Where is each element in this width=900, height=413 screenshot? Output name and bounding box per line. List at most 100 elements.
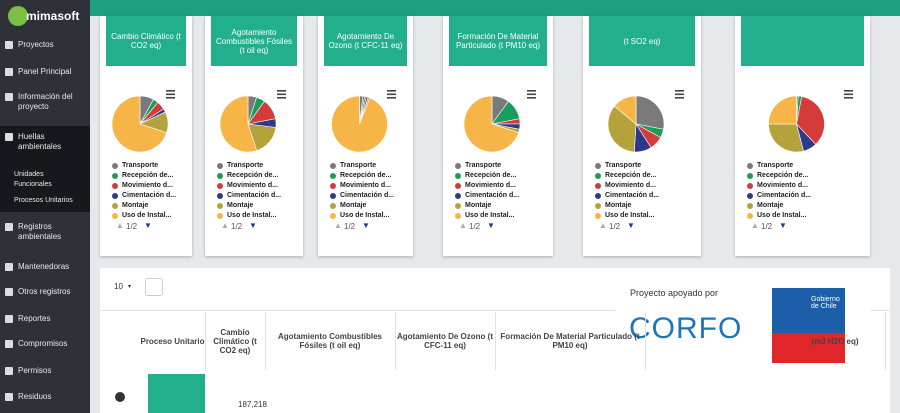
legend-swatch [112, 183, 118, 189]
pager-next[interactable]: ▼ [627, 221, 635, 230]
pager-next[interactable]: ▼ [249, 221, 257, 230]
menu-item[interactable]: Otros registros [18, 287, 71, 296]
legend-swatch [217, 213, 223, 219]
menu-icon [5, 393, 13, 401]
menu-icon [5, 223, 13, 231]
pager-next[interactable]: ▼ [144, 221, 152, 230]
legend-swatch [217, 203, 223, 209]
legend-swatch [217, 163, 223, 169]
column-header[interactable]: Agotamiento De Ozono (t CFC-11 eq) [395, 312, 496, 370]
legend-swatch [747, 173, 753, 179]
pager[interactable]: 1/2 [126, 222, 138, 231]
pager[interactable]: 1/2 [469, 222, 481, 231]
legend-item: Cimentación d... [455, 192, 519, 199]
menu-item[interactable]: Compromisos [18, 339, 68, 348]
menu-icon [675, 90, 684, 92]
pie-slice [635, 95, 665, 130]
menu-item[interactable]: Huellas ambientales [18, 132, 62, 151]
legend-swatch [455, 173, 461, 179]
column-header[interactable]: Cambio Climático (t CO2 eq) [205, 312, 266, 370]
menu-item[interactable]: Proyectos [18, 40, 54, 49]
menu-icon [5, 263, 13, 271]
menu-item[interactable]: Información del proyecto [18, 92, 73, 111]
page-size[interactable]: 10 [114, 282, 123, 291]
menu-icon [5, 41, 13, 49]
column-header[interactable]: (m3 H2O eq) [785, 312, 886, 370]
pager[interactable]: 1/2 [609, 222, 621, 231]
pager[interactable]: 1/2 [231, 222, 243, 231]
menu-icon [5, 315, 13, 323]
legend-swatch [112, 193, 118, 199]
pie-slice [607, 105, 637, 153]
menu-item[interactable]: Mantenedoras [18, 262, 70, 271]
pager-prev[interactable]: ▲ [221, 221, 229, 230]
card-title: Formación De Material Particulado (t PM1… [449, 16, 547, 66]
pie-chart [331, 90, 396, 153]
sponsor-box: Proyecto apoyado por CORFO Gobierno de C… [615, 278, 870, 370]
legend-swatch [455, 213, 461, 219]
pie-chart [111, 90, 175, 153]
legend-swatch [330, 183, 336, 189]
legend-swatch [595, 183, 601, 189]
legend-item: Cimentación d... [217, 192, 281, 199]
legend-swatch [595, 173, 601, 179]
menu-icon [527, 93, 536, 96]
menu-icon [5, 367, 13, 375]
logo-icon [8, 6, 28, 26]
divider [100, 310, 890, 311]
legend-item: Montaje [455, 202, 491, 209]
legend-swatch [330, 193, 336, 199]
menu-item[interactable]: Registros ambientales [18, 222, 62, 241]
menu-item[interactable]: Reportes [18, 314, 51, 323]
pie-slice [768, 95, 797, 125]
legend-swatch [330, 213, 336, 219]
pie-chart [463, 90, 536, 153]
pager-next[interactable]: ▼ [487, 221, 495, 230]
menu-icon [277, 90, 286, 92]
menu-icon [387, 93, 396, 96]
cell: 187,218 [238, 400, 267, 409]
menu-item[interactable]: Unidades Funcionales [14, 171, 52, 188]
legend-item: Movimiento d... [330, 182, 391, 189]
column-header[interactable]: Formación De Material Particulado (t PM1… [495, 312, 646, 370]
caret[interactable]: ▾ [128, 284, 132, 290]
menu-icon [387, 90, 396, 92]
pager[interactable]: 1/2 [761, 222, 773, 231]
legend-item: Montaje [595, 202, 631, 209]
pager[interactable]: 1/2 [344, 222, 356, 231]
chart-card: Transporte Recepción de... Movimiento d...… [735, 16, 870, 256]
menu-icon [675, 97, 684, 99]
legend-item: Movimiento d... [595, 182, 656, 189]
pager-next[interactable]: ▼ [362, 221, 370, 230]
collapse-button[interactable] [115, 392, 125, 402]
menu-icon [5, 133, 13, 141]
menu-item[interactable]: Procesos Unitarios [14, 197, 73, 204]
column-header[interactable]: Agotamiento Combustibles Fósiles (t oil … [265, 312, 396, 370]
legend-swatch [330, 163, 336, 169]
pager-prev[interactable]: ▲ [459, 221, 467, 230]
menu-icon [844, 93, 853, 96]
pager-prev[interactable]: ▲ [334, 221, 342, 230]
column-header[interactable]: Proceso Unitario [140, 312, 206, 370]
pager-prev[interactable]: ▲ [751, 221, 759, 230]
legend-item: Movimiento d... [217, 182, 278, 189]
legend-swatch [330, 203, 336, 209]
menu-icon [527, 90, 536, 92]
menu-icon [675, 93, 684, 96]
pager-prev[interactable]: ▲ [116, 221, 124, 230]
menu-item[interactable]: Residuos [18, 392, 52, 401]
pie-slice [111, 95, 168, 153]
legend-swatch [595, 203, 601, 209]
gob-text: Gobierno de Chile [811, 296, 840, 310]
pager-next[interactable]: ▼ [779, 221, 787, 230]
pager-prev[interactable]: ▲ [599, 221, 607, 230]
menu-item[interactable]: Panel Principal [18, 67, 72, 76]
legend-item: Montaje [217, 202, 253, 209]
legend-swatch [217, 183, 223, 189]
process-icon [148, 374, 205, 413]
legend-item: Uso de Instal... [112, 212, 171, 219]
legend-item: Recepción de... [217, 172, 278, 179]
legend-swatch [455, 203, 461, 209]
column-toggle[interactable] [145, 278, 163, 296]
menu-item[interactable]: Permisos [18, 366, 52, 375]
